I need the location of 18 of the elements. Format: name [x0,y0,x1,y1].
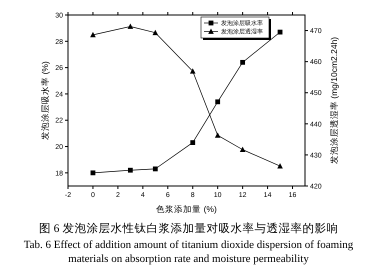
point [190,68,196,74]
point [240,146,246,152]
point [128,24,134,29]
point [278,30,282,34]
y2-axis-title: 发泡涂层透湿率 (mg/10cm2.24h) [329,36,339,164]
x-axis-title: 色浆添加量 (%) [156,204,217,214]
point [90,170,96,176]
point [277,163,283,168]
caption: 图 6 发泡涂层水性钛白浆添加量对吸水率与透湿率的影响 [38,221,338,235]
point [152,30,158,36]
point [152,166,158,172]
point [90,32,96,38]
y-axis-title: 发泡涂层吸水率 (%) [40,61,50,140]
point [214,132,220,138]
caption: Tab. 6 Effect of addition amount of titanium dioxide dispersion of foaming materials on absorption rate and moisture permeability [24,239,354,265]
point [190,140,196,145]
point [240,60,246,65]
point [128,168,133,173]
